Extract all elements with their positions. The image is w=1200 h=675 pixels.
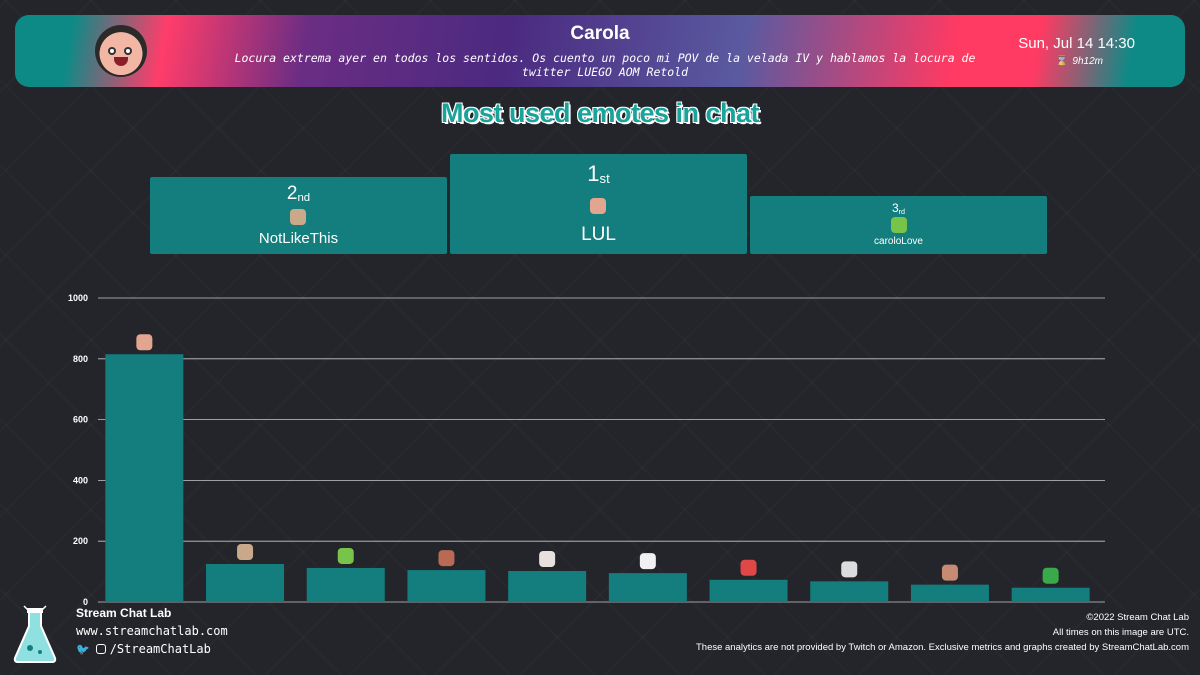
podium-first-rank-suffix: st [599, 171, 610, 186]
podium-second-name: NotLikeThis [258, 230, 339, 247]
podium-third-name: caroloLove [874, 236, 923, 247]
bar-6 [608, 573, 687, 602]
lul-emote-icon [590, 198, 606, 214]
y-tick-label-0: 0 [83, 597, 88, 607]
podium-third-rank-suffix: rd [898, 207, 906, 216]
brand-name: Stream Chat Lab [76, 606, 172, 620]
bar-emote-icon-6 [639, 553, 656, 570]
instagram-icon[interactable] [95, 644, 106, 654]
channel-name: Carola [570, 23, 630, 44]
brand-social: 🐦 /StreamChatLab [76, 642, 211, 656]
bar-emote-icon-5 [539, 550, 556, 567]
podium-first-rank: 1st [450, 161, 747, 187]
stream-header-banner: Carola Locura extrema ayer en todos los … [15, 15, 1185, 87]
podium-second: 2nd NotLikeThis [150, 177, 447, 254]
podium-second-rank: 2nd [150, 183, 447, 205]
bar-9 [910, 584, 989, 602]
avatar-mouth [114, 57, 128, 66]
stream-duration: 9h12m [1072, 56, 1103, 67]
chart-title: Most used emotes in chat [440, 98, 760, 128]
bar-2 [206, 564, 285, 602]
y-tick-label-400: 400 [73, 475, 88, 485]
copyright-text: ©2022 Stream Chat Lab [1086, 612, 1189, 623]
bar-emote-icon-2 [237, 544, 254, 560]
stream-date: Sun, Jul 14 14:30 [1018, 35, 1135, 52]
podium-first-rank-number: 1 [587, 161, 600, 186]
bar-10 [1011, 587, 1090, 602]
bar-emote-icon-8 [841, 561, 858, 578]
avatar-eye-right [124, 47, 132, 55]
chart-grid: 0 200 400 600 800 1000 [68, 293, 1105, 607]
podium-second-rank-number: 2 [286, 183, 298, 204]
utc-note: All times on this image are UTC. [1052, 627, 1189, 638]
bar-emote-icon-10 [1042, 567, 1059, 584]
avatar-eye-left [108, 47, 116, 55]
bar-7 [709, 579, 788, 602]
bar-5 [508, 570, 587, 602]
disclaimer-text: These analytics are not provided by Twit… [695, 642, 1189, 653]
y-tick-label-800: 800 [73, 354, 88, 364]
bar-4 [407, 570, 486, 602]
podium-first: 1st LUL [450, 154, 747, 254]
podium-first-name: LUL [581, 224, 616, 245]
streamer-avatar [95, 25, 147, 77]
hourglass-icon: ⌛ [1055, 56, 1068, 67]
notlikethis-emote-icon [290, 209, 306, 225]
bar-emote-icon-9 [941, 564, 958, 581]
y-tick-label-1000: 1000 [68, 293, 88, 303]
social-handle[interactable]: /StreamChatLab [109, 642, 211, 656]
bar-emote-icon-4 [438, 550, 455, 567]
stream-chat-lab-logo-icon [13, 605, 57, 663]
bar-8 [810, 581, 889, 602]
stream-description: Locura extrema ayer en todos los sentido… [234, 51, 976, 79]
carololove-emote-icon [891, 217, 907, 233]
podium-second-rank-suffix: nd [297, 192, 311, 204]
bar-emote-icon-3 [337, 547, 354, 564]
y-tick-label-200: 200 [73, 536, 88, 546]
brand-url-link[interactable]: www.streamchatlab.com [76, 624, 228, 638]
twitter-icon[interactable]: 🐦 [76, 643, 90, 656]
chart-bars [105, 354, 1090, 602]
bar-3 [306, 567, 385, 602]
bar-emote-icon-1 [136, 334, 153, 351]
podium-third-rank-number: 3 [891, 201, 899, 215]
chart-emote-icons [136, 334, 1059, 584]
podium-third-rank: 3rd [750, 201, 1047, 216]
podium-third: 3rd caroloLove [750, 196, 1047, 254]
y-tick-label-600: 600 [73, 415, 88, 425]
bar-emote-icon-7 [740, 559, 757, 576]
bar-1 [105, 354, 184, 602]
